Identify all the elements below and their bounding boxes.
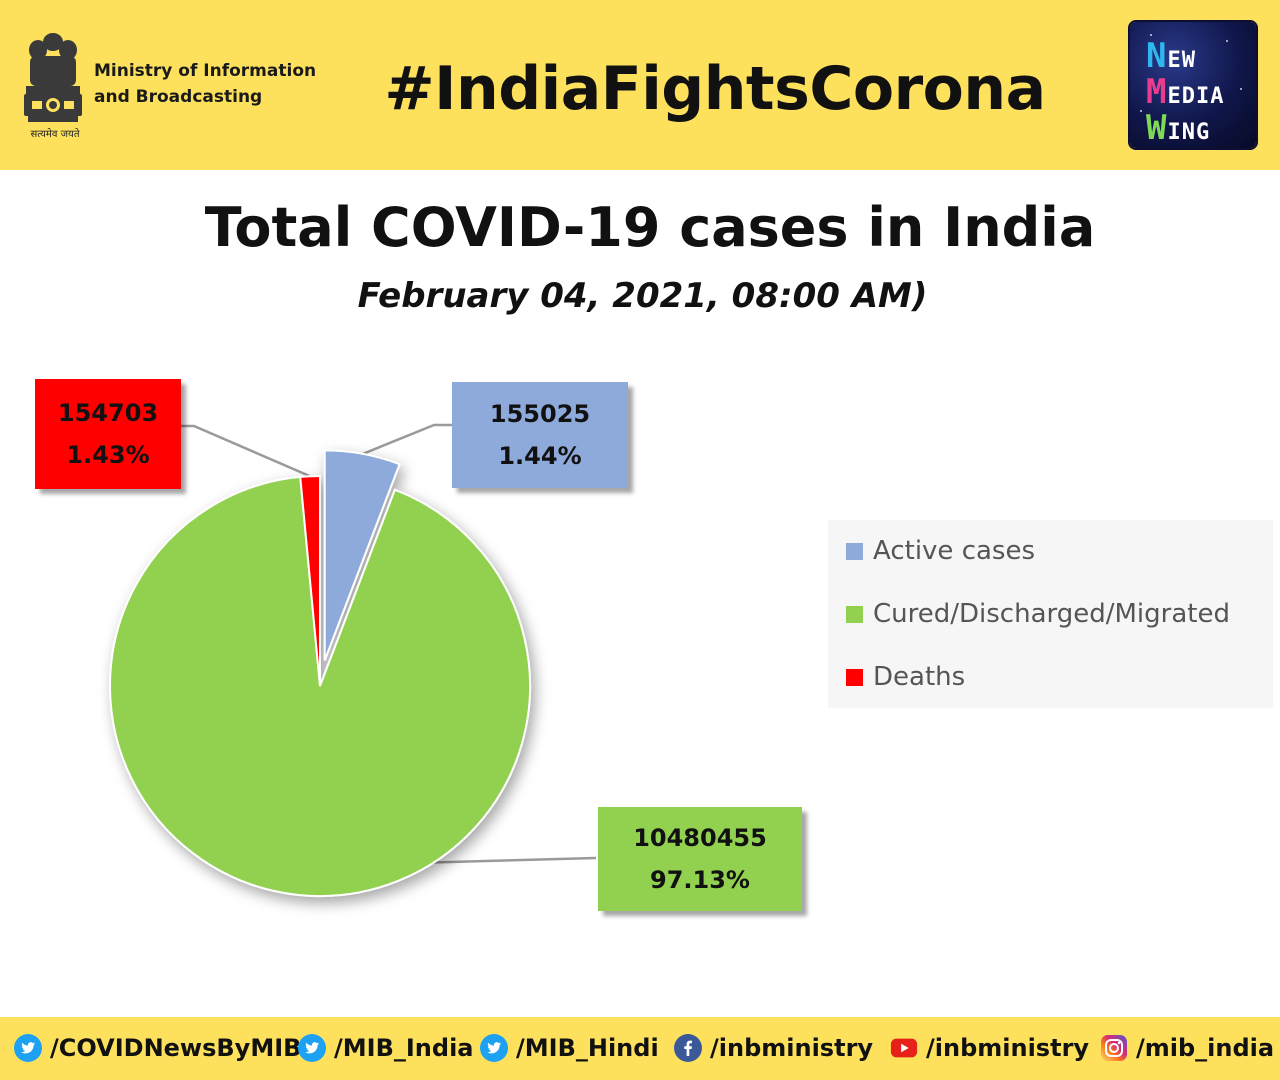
social-link-covidnewsbymib[interactable]: /COVIDNewsByMIB: [14, 1031, 301, 1065]
legend-swatch: [846, 668, 863, 686]
legend-item-cured: Cured/Discharged/Migrated: [846, 599, 1230, 629]
social-link-facebook[interactable]: /inbministry: [674, 1031, 873, 1065]
legend-label: Cured/Discharged/Migrated: [873, 599, 1230, 629]
data-label-percent: 1.44%: [498, 442, 582, 470]
legend-swatch: [846, 542, 863, 560]
social-handle: /COVIDNewsByMIB: [50, 1034, 302, 1062]
data-label-percent: 97.13%: [650, 866, 750, 894]
twitter-icon: [14, 1034, 42, 1062]
pie-slice-deaths: [299, 474, 321, 687]
leader-line: [362, 423, 452, 456]
data-label-value: 155025: [489, 400, 591, 428]
footer-social-bar: /COVIDNewsByMIB /MIB_India /MIB_Hindi /i…: [0, 1017, 1280, 1080]
new-media-wing-logo: NEW MEDIA WING: [1130, 22, 1256, 148]
logo-line-new: NEW: [1146, 36, 1196, 76]
header-banner: सत्यमेव जयते Ministry of Information and…: [0, 0, 1280, 170]
logo-line-wing: WING: [1146, 108, 1211, 148]
legend-label: Active cases: [873, 536, 1036, 566]
social-handle: /inbministry: [710, 1034, 874, 1062]
ministry-line-1: Ministry of Information: [94, 61, 317, 81]
data-label-percent: 1.43%: [66, 441, 150, 469]
ministry-line-2: and Broadcasting: [94, 87, 263, 107]
ministry-name: Ministry of Information and Broadcasting: [94, 58, 334, 110]
social-handle: /mib_india: [1136, 1034, 1275, 1062]
pie-chart: [109, 423, 597, 897]
pie-slices: [109, 449, 531, 897]
social-link-youtube[interactable]: /inbministry: [890, 1031, 1089, 1065]
data-label-cured: 10480455 97.13%: [598, 807, 802, 911]
motto-text: सत्यमेव जयते: [30, 129, 80, 140]
legend-item-deaths: Deaths: [846, 662, 965, 692]
data-label-value: 154703: [57, 399, 159, 427]
data-label-value: 10480455: [633, 824, 767, 852]
social-handle: /MIB_India: [334, 1034, 474, 1062]
pie-slice-cured: [109, 475, 531, 897]
twitter-icon: [298, 1034, 326, 1062]
data-label-active: 155025 1.44%: [452, 382, 628, 488]
facebook-icon: [674, 1034, 702, 1062]
legend-item-active: Active cases: [846, 536, 1035, 566]
instagram-icon: [1100, 1034, 1128, 1062]
data-label-deaths: 154703 1.43%: [35, 379, 181, 489]
social-link-mib-hindi[interactable]: /MIB_Hindi: [480, 1031, 659, 1065]
social-link-instagram[interactable]: /mib_india: [1100, 1031, 1274, 1065]
youtube-icon: [890, 1034, 918, 1062]
leader-line: [181, 424, 311, 478]
logo-line-media: MEDIA: [1146, 72, 1225, 112]
chart-subtitle: February 04, 2021, 08:00 AM): [357, 276, 928, 316]
social-link-mib-india[interactable]: /MIB_India: [298, 1031, 474, 1065]
legend-label: Deaths: [873, 662, 966, 692]
legend-swatch: [846, 605, 863, 623]
pie-slice-active: [323, 449, 401, 661]
twitter-icon: [480, 1034, 508, 1062]
social-handle: /inbministry: [926, 1034, 1090, 1062]
social-handle: /MIB_Hindi: [516, 1034, 659, 1062]
hashtag-heading: #IndiaFightsCorona: [384, 54, 1046, 124]
national-emblem-icon: [24, 33, 82, 122]
chart-title: Total COVID-19 cases in India: [204, 196, 1096, 259]
chart-legend: Active cases Cured/Discharged/Migrated D…: [828, 520, 1273, 708]
